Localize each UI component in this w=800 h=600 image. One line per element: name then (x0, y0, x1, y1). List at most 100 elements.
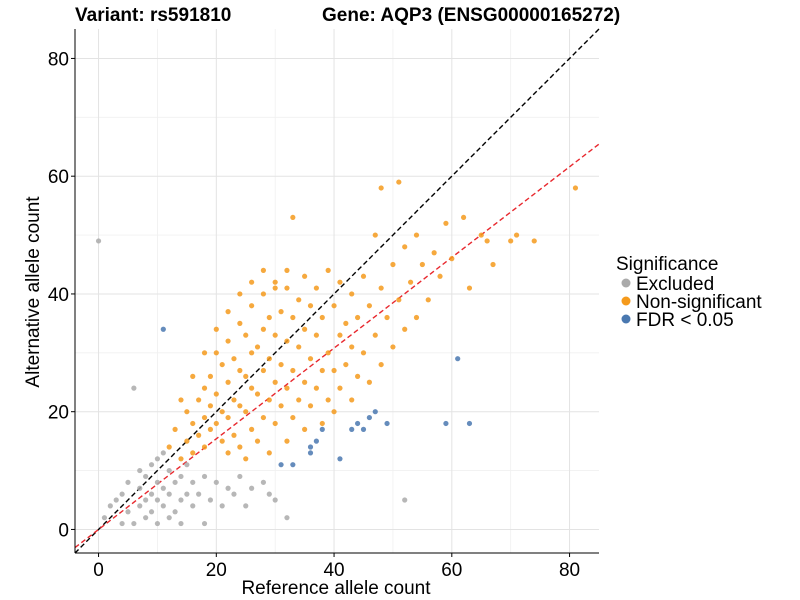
data-point (166, 515, 172, 521)
data-point (266, 314, 272, 321)
data-point (231, 356, 237, 362)
data-point (190, 479, 196, 485)
data-point (213, 391, 219, 397)
data-point (349, 397, 355, 403)
data-point (260, 367, 267, 374)
data-point (349, 426, 355, 432)
x-tick-label: 0 (93, 560, 104, 581)
data-point (219, 361, 225, 368)
data-point (131, 520, 137, 527)
data-point (372, 232, 378, 238)
data-point (290, 414, 296, 421)
legend: Significance ExcludedNon-significantFDR … (616, 254, 762, 331)
data-point (325, 350, 331, 356)
data-point (154, 520, 161, 527)
data-point (143, 497, 149, 503)
data-point (307, 444, 314, 450)
data-point (455, 356, 461, 362)
data-point (319, 420, 325, 427)
data-point (266, 491, 272, 497)
data-point (337, 456, 343, 462)
data-point (260, 267, 267, 273)
data-point (508, 238, 514, 244)
data-point (137, 503, 143, 509)
data-point (313, 385, 319, 391)
data-point (249, 485, 255, 491)
data-point (413, 314, 420, 321)
data-point (366, 303, 372, 309)
data-point (166, 444, 172, 450)
data-point (266, 356, 272, 362)
data-point (260, 414, 267, 421)
data-point (254, 391, 261, 397)
data-point (372, 409, 378, 415)
data-point (143, 473, 149, 480)
data-point (243, 332, 249, 338)
data-point (384, 314, 390, 321)
data-point (272, 279, 278, 285)
data-point (272, 332, 278, 338)
data-point (437, 273, 443, 279)
data-point (278, 309, 284, 315)
data-point (213, 350, 219, 356)
data-point (396, 297, 402, 303)
data-point (296, 297, 302, 303)
y-axis-title: Alternative allele count (23, 196, 44, 388)
data-point (201, 473, 208, 480)
data-point (313, 332, 319, 338)
data-point (201, 385, 208, 391)
data-point (254, 438, 261, 444)
data-point (360, 426, 367, 432)
data-point (343, 361, 349, 368)
legend-title: Significance (616, 254, 718, 275)
data-point (390, 261, 396, 268)
data-point (478, 232, 484, 238)
data-point (419, 261, 425, 268)
data-point (125, 479, 131, 485)
data-point (296, 397, 302, 403)
data-point (160, 326, 166, 332)
data-point (190, 373, 196, 379)
gridlines (75, 29, 599, 553)
reference-line-identity (74, 28, 600, 554)
x-tick-label: 20 (206, 560, 227, 581)
data-point (137, 485, 143, 491)
data-point (207, 403, 214, 409)
data-point (390, 344, 396, 350)
legend-swatch (621, 296, 631, 306)
data-point (290, 314, 296, 321)
data-point (284, 438, 290, 444)
data-point (213, 420, 219, 427)
data-point (160, 503, 166, 509)
series-non-significant (166, 179, 579, 462)
data-point (260, 291, 267, 297)
data-point (148, 509, 155, 515)
data-point (378, 285, 384, 291)
data-point (484, 238, 490, 244)
data-point (355, 314, 361, 321)
data-point (307, 303, 314, 309)
data-point (172, 509, 178, 515)
y-tick-label: 80 (48, 49, 69, 70)
data-point (243, 373, 249, 379)
data-point (272, 379, 278, 385)
data-point (302, 273, 308, 279)
data-point (243, 503, 249, 509)
tick-labels: 0 20 40 60 80 0 20 40 60 80 (48, 49, 580, 581)
data-point (313, 285, 319, 291)
data-point (225, 379, 231, 385)
data-point (243, 409, 249, 415)
data-point (184, 491, 190, 497)
data-point (413, 232, 420, 238)
data-point (190, 503, 196, 509)
data-point (196, 432, 202, 438)
data-point (325, 267, 331, 273)
data-point (137, 467, 143, 474)
data-point (360, 350, 367, 356)
data-point (572, 185, 579, 191)
data-point (378, 185, 384, 191)
data-point (207, 426, 214, 432)
data-point (113, 497, 119, 503)
data-point (201, 350, 208, 356)
data-point (213, 479, 219, 485)
